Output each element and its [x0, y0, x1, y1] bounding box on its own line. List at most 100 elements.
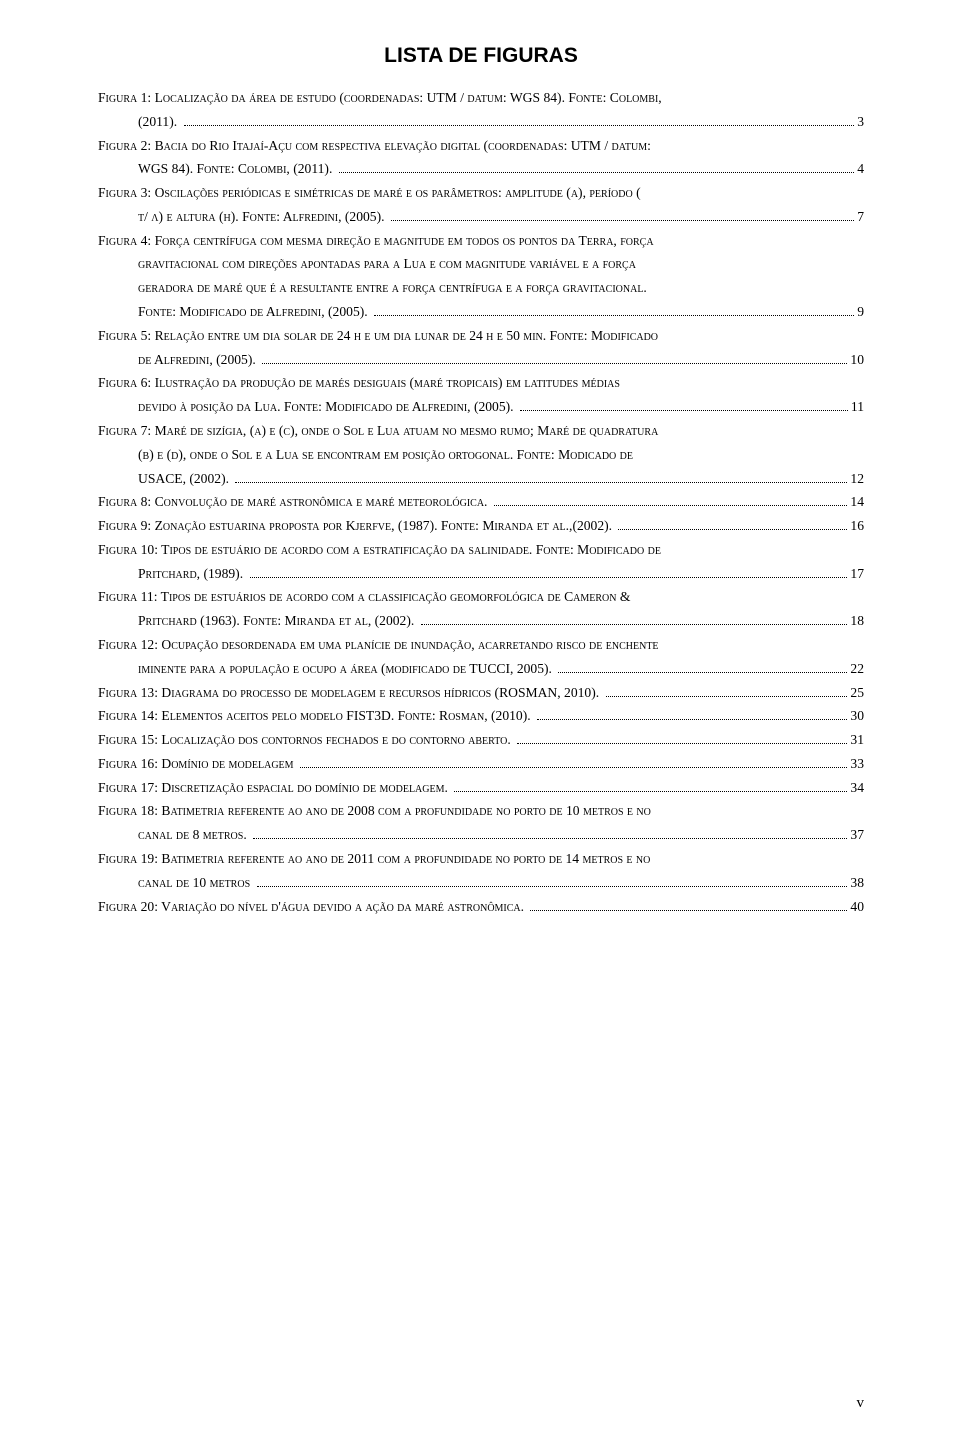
entry-text: iminente para a população e ocupo a área… — [138, 657, 555, 681]
entry-line: Figura 13: Diagrama do processo de model… — [98, 681, 864, 705]
figure-entry: Figura 17: Discretização espacial do dom… — [98, 776, 864, 800]
entry-line: Figura 19: Batimetria referente ao ano d… — [98, 847, 864, 871]
entry-line: Figura 10: Tipos de estuário de acordo c… — [98, 538, 864, 562]
figure-entry: Figura 4: Força centrífuga com mesma dir… — [98, 229, 864, 324]
entry-text: gravitacional com direções apontadas par… — [138, 252, 636, 276]
entry-line: geradora de maré que é a resultante entr… — [98, 276, 864, 300]
figure-entry: Figura 20: Variação do nível d'água devi… — [98, 895, 864, 919]
entry-text: Figura 5: Relação entre um dia solar de … — [98, 324, 658, 348]
entry-page: 14 — [850, 490, 864, 514]
leader-dots — [537, 711, 847, 721]
entry-line: Figura 3: Oscilações periódicas e simétr… — [98, 181, 864, 205]
entry-text: Figura 18: Batimetria referente ao ano d… — [98, 799, 651, 823]
entry-line: (b) e (d), onde o Sol e a Lua se encontr… — [98, 443, 864, 467]
entry-text: canal de 10 metros — [138, 871, 254, 895]
entry-text: Figura 14: Elementos aceitos pelo modelo… — [98, 704, 534, 728]
figure-entry: Figura 7: Maré de sizígia, (a) e (c), on… — [98, 419, 864, 490]
leader-dots — [530, 901, 847, 911]
entry-line: Fonte: Modificado de Alfredini, (2005). … — [98, 300, 864, 324]
entry-line: Pritchard, (1989). 17 — [98, 562, 864, 586]
entry-line: Figura 4: Força centrífuga com mesma dir… — [98, 229, 864, 253]
figure-entry: Figura 6: Ilustração da produção de maré… — [98, 371, 864, 419]
entry-text: (b) e (d), onde o Sol e a Lua se encontr… — [138, 443, 633, 467]
entry-line: Figura 2: Bacia do Rio Itajaí-Açu com re… — [98, 134, 864, 158]
leader-dots — [300, 758, 847, 768]
entry-text: Pritchard, (1989). — [138, 562, 247, 586]
leader-dots — [421, 616, 848, 626]
entry-page: 33 — [850, 752, 864, 776]
entry-line: devido à posição da Lua. Fonte: Modifica… — [98, 395, 864, 419]
entry-line: Figura 6: Ilustração da produção de maré… — [98, 371, 864, 395]
leader-dots — [262, 354, 847, 364]
entry-page: 3 — [857, 110, 864, 134]
leader-dots — [257, 877, 848, 887]
leader-dots — [250, 568, 848, 578]
figure-entry: Figura 15: Localização dos contornos fec… — [98, 728, 864, 752]
entry-line: Figura 9: Zonação estuarina proposta por… — [98, 514, 864, 538]
entry-text: Figura 10: Tipos de estuário de acordo c… — [98, 538, 661, 562]
entry-text: Figura 9: Zonação estuarina proposta por… — [98, 514, 615, 538]
entry-text: de Alfredini, (2005). — [138, 348, 259, 372]
entry-page: 16 — [850, 514, 864, 538]
entry-line: WGS 84). Fonte: Colombi, (2011). 4 — [98, 157, 864, 181]
entry-line: canal de 10 metros 38 — [98, 871, 864, 895]
entry-page: 12 — [850, 467, 864, 491]
entry-line: Figura 11: Tipos de estuários de acordo … — [98, 585, 864, 609]
entry-page: 31 — [850, 728, 864, 752]
leader-dots — [339, 164, 854, 174]
entry-line: Figura 17: Discretização espacial do dom… — [98, 776, 864, 800]
entry-line: Figura 8: Convolução de maré astronômica… — [98, 490, 864, 514]
figure-entry: Figura 9: Zonação estuarina proposta por… — [98, 514, 864, 538]
entry-text: Figura 13: Diagrama do processo de model… — [98, 681, 603, 705]
leader-dots — [494, 497, 848, 507]
entry-page: 38 — [850, 871, 864, 895]
entry-line: Figura 15: Localização dos contornos fec… — [98, 728, 864, 752]
entry-page: 34 — [850, 776, 864, 800]
entry-page: 17 — [850, 562, 864, 586]
entry-text: USACE, (2002). — [138, 467, 232, 491]
entry-line: Figura 14: Elementos aceitos pelo modelo… — [98, 704, 864, 728]
leader-dots — [606, 687, 848, 697]
figure-entry: Figura 11: Tipos de estuários de acordo … — [98, 585, 864, 633]
entry-line: Figura 20: Variação do nível d'água devi… — [98, 895, 864, 919]
entry-page: 11 — [851, 395, 864, 419]
entry-line: Figura 12: Ocupação desordenada em uma p… — [98, 633, 864, 657]
entry-page: 4 — [857, 157, 864, 181]
figure-entry: Figura 8: Convolução de maré astronômica… — [98, 490, 864, 514]
entry-line: iminente para a população e ocupo a área… — [98, 657, 864, 681]
figure-entry: Figura 16: Domínio de modelagem 33 — [98, 752, 864, 776]
entry-text: Figura 17: Discretização espacial do dom… — [98, 776, 451, 800]
entry-text: Figura 16: Domínio de modelagem — [98, 752, 297, 776]
entry-text: Figura 12: Ocupação desordenada em uma p… — [98, 633, 659, 657]
figure-list: Figura 1: Localização da área de estudo … — [98, 86, 864, 918]
entry-line: Figura 18: Batimetria referente ao ano d… — [98, 799, 864, 823]
page-title: LISTA DE FIGURAS — [98, 44, 864, 68]
leader-dots — [374, 307, 854, 317]
figure-entry: Figura 19: Batimetria referente ao ano d… — [98, 847, 864, 895]
entry-text: Figura 1: Localização da área de estudo … — [98, 86, 662, 110]
entry-text: t/ λ) e altura (h). Fonte: Alfredini, (2… — [138, 205, 388, 229]
entry-text: devido à posição da Lua. Fonte: Modifica… — [138, 395, 517, 419]
entry-text: Figura 19: Batimetria referente ao ano d… — [98, 847, 650, 871]
figure-entry: Figura 3: Oscilações periódicas e simétr… — [98, 181, 864, 229]
entry-text: Figura 20: Variação do nível d'água devi… — [98, 895, 527, 919]
figure-entry: Figura 12: Ocupação desordenada em uma p… — [98, 633, 864, 681]
entry-text: Figura 6: Ilustração da produção de maré… — [98, 371, 620, 395]
figure-entry: Figura 10: Tipos de estuário de acordo c… — [98, 538, 864, 586]
entry-line: Figura 5: Relação entre um dia solar de … — [98, 324, 864, 348]
entry-text: WGS 84). Fonte: Colombi, (2011). — [138, 157, 336, 181]
entry-page: 10 — [850, 348, 864, 372]
entry-page: 25 — [850, 681, 864, 705]
entry-line: canal de 8 metros. 37 — [98, 823, 864, 847]
figure-entry: Figura 1: Localização da área de estudo … — [98, 86, 864, 134]
leader-dots — [520, 402, 848, 412]
entry-page: 9 — [857, 300, 864, 324]
entry-line: de Alfredini, (2005). 10 — [98, 348, 864, 372]
figure-entry: Figura 13: Diagrama do processo de model… — [98, 681, 864, 705]
entry-text: Figura 11: Tipos de estuários de acordo … — [98, 585, 630, 609]
entry-text: Pritchard (1963). Fonte: Miranda et al, … — [138, 609, 418, 633]
entry-page: 40 — [850, 895, 864, 919]
leader-dots — [517, 735, 847, 745]
entry-line: (2011). 3 — [98, 110, 864, 134]
entry-page: 18 — [850, 609, 864, 633]
